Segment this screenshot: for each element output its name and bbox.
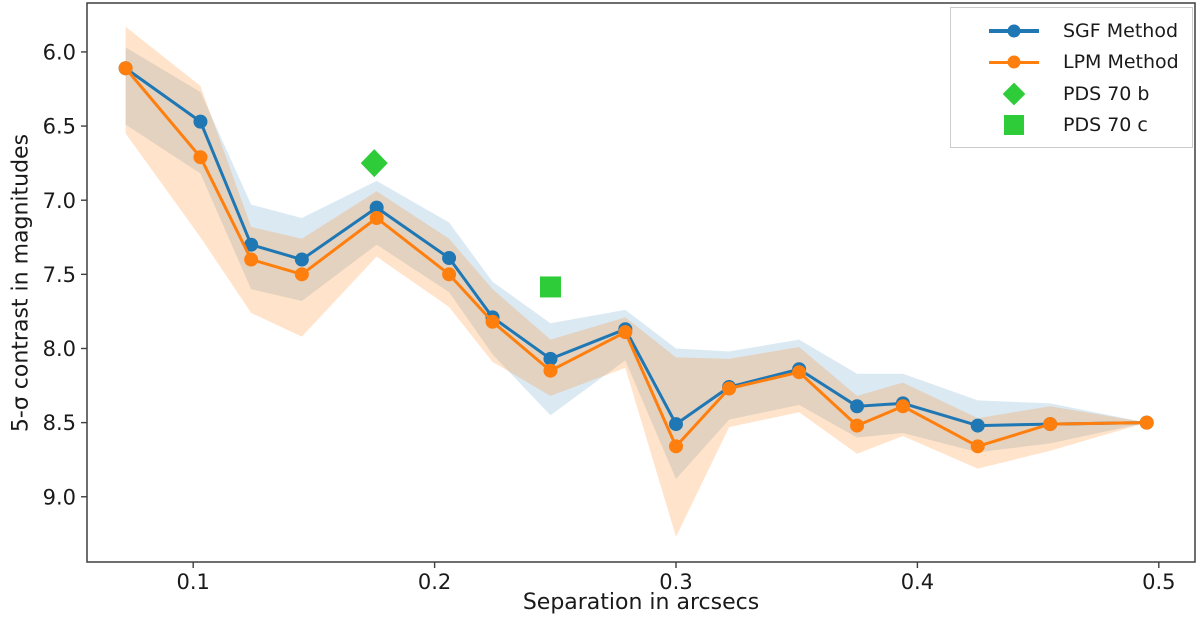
square-marker-icon — [977, 115, 1051, 136]
sgf-data-point — [369, 200, 384, 215]
x-tick-label: 0.5 — [1142, 570, 1175, 594]
y-tick-label: 6.5 — [43, 115, 76, 139]
lpm-data-point — [1139, 415, 1154, 430]
lpm-data-point — [618, 325, 633, 340]
lpm-data-point — [118, 61, 133, 76]
y-tick-label: 8.5 — [43, 411, 76, 435]
sgf-confidence-band — [125, 47, 1147, 479]
legend-label-lpm: LPM Method — [1063, 51, 1179, 74]
legend-label-pds70b: PDS 70 b — [1063, 82, 1150, 105]
sgf-data-point — [970, 418, 985, 433]
x-tick-label: 0.1 — [177, 570, 210, 594]
lpm-data-point — [970, 439, 985, 454]
y-tick-label: 6.0 — [43, 40, 76, 64]
lpm-data-point — [193, 150, 208, 165]
y-tick-label: 8.0 — [43, 337, 76, 361]
plot-border — [86, 2, 1196, 563]
sgf-data-point — [294, 252, 309, 267]
y-tick-label: 7.0 — [43, 189, 76, 213]
pds70b-diamond-marker — [360, 149, 388, 178]
lpm-confidence-band — [125, 26, 1147, 537]
lpm-data-point — [369, 211, 384, 225]
x-axis-label: Separation in arcsecs — [522, 590, 760, 615]
x-tick-label: 0.2 — [418, 570, 451, 594]
legend-item-pds70b: PDS 70 b — [951, 78, 1192, 110]
x-tick-label: 0.3 — [659, 570, 692, 594]
y-tick-label: 7.5 — [43, 263, 76, 287]
lpm-data-point — [792, 365, 807, 380]
sgf-data-point — [442, 251, 457, 266]
lpm-data-point — [895, 399, 910, 414]
lpm-data-point — [543, 363, 558, 378]
x-tick-label: 0.4 — [901, 570, 934, 594]
lpm-data-point — [442, 267, 457, 282]
pds70c-square-marker — [539, 276, 561, 298]
legend: SGF Method LPM Method PDS 70 b PDS 70 c — [950, 7, 1193, 148]
sgf-data-point — [193, 114, 208, 129]
lpm-data-point — [294, 267, 309, 282]
lpm-data-point — [722, 381, 737, 396]
lpm-data-point — [244, 252, 259, 267]
lpm-data-point — [669, 439, 684, 454]
diamond-marker-icon — [977, 82, 1051, 106]
legend-label-pds70c: PDS 70 c — [1063, 114, 1148, 137]
y-tick-label: 9.0 — [43, 485, 76, 509]
legend-item-pds70c: PDS 70 c — [951, 110, 1192, 142]
legend-item-lpm: LPM Method — [951, 47, 1192, 79]
sgf-data-point — [669, 417, 684, 432]
lpm-data-point — [850, 418, 865, 433]
sgf-data-point — [244, 237, 259, 252]
legend-item-sgf: SGF Method — [951, 15, 1192, 47]
lpm-data-point — [1043, 417, 1058, 432]
sgf-data-point — [850, 399, 865, 414]
lpm-data-point — [485, 314, 500, 329]
sgf-data-point — [543, 351, 558, 366]
y-axis-label: 5-σ contrast in magnitudes — [8, 133, 34, 433]
legend-label-sgf: SGF Method — [1063, 19, 1179, 42]
lpm-line-marker-icon — [977, 55, 1051, 69]
sgf-line-marker-icon — [977, 24, 1051, 38]
